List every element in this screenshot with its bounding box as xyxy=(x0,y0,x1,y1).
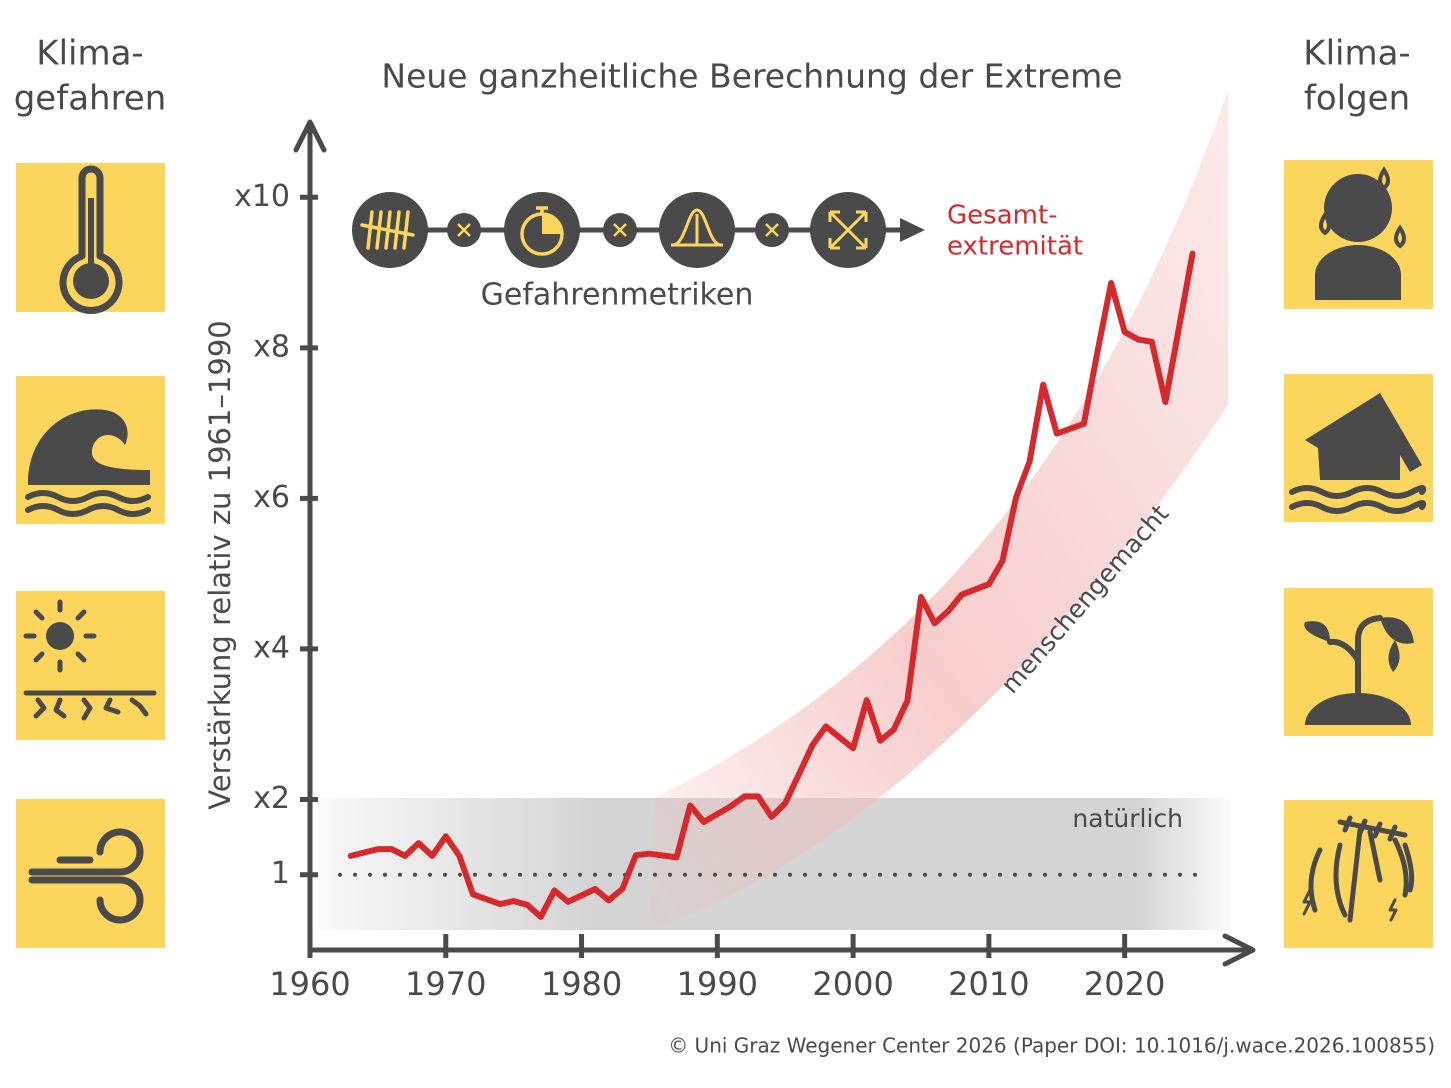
stem xyxy=(1327,615,1383,698)
tally xyxy=(360,210,415,250)
sun-rays xyxy=(23,599,97,673)
extent-arrows xyxy=(828,210,868,250)
credit: © Uni Graz Wegener Center 2026 (Paper DO… xyxy=(668,1034,1435,1058)
impact-icons xyxy=(1284,160,1433,948)
hazards-heading: gefahren xyxy=(14,79,167,119)
house xyxy=(1305,393,1422,480)
metric-pipeline xyxy=(352,192,925,268)
x-tick-label: 2010 xyxy=(948,965,1029,1003)
thermometer-column xyxy=(88,198,94,268)
soil xyxy=(1305,693,1411,725)
plot-area xyxy=(338,250,1202,920)
sun xyxy=(46,622,74,650)
y-tick-label: x10 xyxy=(234,179,290,214)
thermometer xyxy=(59,165,123,315)
sparks xyxy=(1302,888,1398,922)
x-tick-label: 1980 xyxy=(541,965,622,1003)
hazards-heading: Klima- xyxy=(36,34,143,74)
times xyxy=(613,223,627,237)
head xyxy=(1324,174,1392,242)
impacts-heading: folgen xyxy=(1304,79,1410,119)
x-tick-label: 1990 xyxy=(677,965,758,1003)
result-label: extremität xyxy=(947,232,1083,262)
water xyxy=(25,490,151,517)
sweat-drops xyxy=(1319,166,1406,249)
flood-water xyxy=(1289,485,1427,514)
times xyxy=(765,223,779,237)
pylon-top xyxy=(1337,815,1408,842)
y-tick-label: x2 xyxy=(253,781,290,816)
bell-curve xyxy=(671,208,723,247)
y-tick-label: x6 xyxy=(253,480,290,515)
x-tick-label: 2020 xyxy=(1084,965,1165,1003)
x-tick-label: 1960 xyxy=(269,965,350,1003)
y-axis-arrow xyxy=(293,119,327,153)
x-tick-label: 1970 xyxy=(405,965,486,1003)
x-axis-arrow xyxy=(1222,933,1256,967)
wind xyxy=(28,828,144,924)
natural-label: natürlich xyxy=(1072,804,1183,833)
power-lines xyxy=(1308,827,1415,923)
hazard-icons xyxy=(16,163,165,948)
chart-title: Neue ganzheitliche Berechnung der Extrem… xyxy=(381,57,1122,96)
wave xyxy=(28,409,150,485)
body xyxy=(1315,245,1401,300)
y-axis-label: Verstärkung relativ zu 1961–1990 xyxy=(203,320,237,810)
metrics-label: Gefahrenmetriken xyxy=(481,278,754,313)
pipeline-arrow xyxy=(900,218,925,242)
impacts-heading: Klima- xyxy=(1303,34,1410,74)
y-tick-label: 1 xyxy=(271,856,290,891)
leaves xyxy=(1304,617,1414,672)
stopwatch-top xyxy=(536,206,548,213)
result-label: Gesamt- xyxy=(947,201,1058,231)
y-tick-label: x4 xyxy=(253,630,290,665)
stopwatch-fill xyxy=(542,214,562,234)
anthropogenic-band xyxy=(650,90,1228,930)
times xyxy=(457,223,471,237)
axes xyxy=(293,119,1256,967)
series-line xyxy=(347,250,1196,920)
y-tick-label: x8 xyxy=(253,329,290,364)
cracked-ground xyxy=(23,690,157,721)
thermometer-bulb xyxy=(73,263,109,299)
x-tick-label: 2000 xyxy=(812,965,893,1003)
